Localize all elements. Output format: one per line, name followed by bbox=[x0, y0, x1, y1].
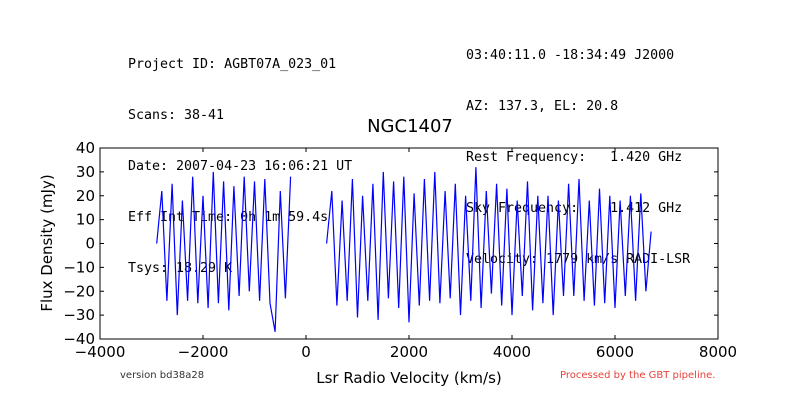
spectrum-series-line bbox=[326, 167, 652, 323]
y-tick-label: −30 bbox=[63, 306, 95, 324]
y-tick-label: 20 bbox=[76, 187, 95, 205]
y-tick-label: −10 bbox=[63, 258, 95, 276]
spectrum-series-line bbox=[156, 171, 292, 332]
project-id-line: Project ID: AGBT07A_023_01 bbox=[128, 57, 337, 72]
y-tick-label: 30 bbox=[76, 163, 95, 181]
header-left-block: Project ID: AGBT07A_023_01 Scans: 38-41 … bbox=[128, 22, 352, 294]
x-tick-label: 0 bbox=[301, 343, 311, 361]
y-tick-label: 0 bbox=[85, 235, 95, 253]
x-tick-label: 8000 bbox=[699, 343, 737, 361]
rest-frequency-line: Rest Frequency: 1.420 GHz bbox=[466, 150, 683, 165]
x-tick-label: 4000 bbox=[493, 343, 531, 361]
y-axis-label: Flux Density (mJy) bbox=[38, 174, 56, 311]
version-label: version bd38a28 bbox=[120, 370, 205, 381]
x-tick-label: 6000 bbox=[596, 343, 634, 361]
chart-title: NGC1407 bbox=[367, 116, 453, 137]
series-layer bbox=[156, 167, 652, 332]
scans-line: Scans: 38-41 bbox=[128, 108, 225, 123]
x-tick-label: −4000 bbox=[75, 343, 126, 361]
eff-int-time-line: Eff Int Time: 0h 1m 59.4s bbox=[128, 210, 329, 225]
x-axis-label: Lsr Radio Velocity (km/s) bbox=[316, 369, 502, 387]
y-tick-label: −20 bbox=[63, 282, 95, 300]
x-tick-label: 2000 bbox=[390, 343, 428, 361]
tick-layer: −4000 −2000 0 2000 4000 6000 8000 −40 −30 −20 −10 0… bbox=[63, 139, 737, 361]
y-tick-label: −40 bbox=[63, 330, 95, 348]
x-tick-label: −2000 bbox=[178, 343, 229, 361]
az-el-line: AZ: 137.3, EL: 20.8 bbox=[466, 99, 619, 114]
date-line: Date: 2007-04-23 16:06:21 UT bbox=[128, 159, 353, 174]
y-tick-label: 40 bbox=[76, 139, 95, 157]
pipeline-credit: Processed by the GBT pipeline. bbox=[560, 370, 716, 381]
coordinates-line: 03:40:11.0 -18:34:49 J2000 bbox=[466, 48, 675, 63]
y-tick-label: 10 bbox=[76, 211, 95, 229]
